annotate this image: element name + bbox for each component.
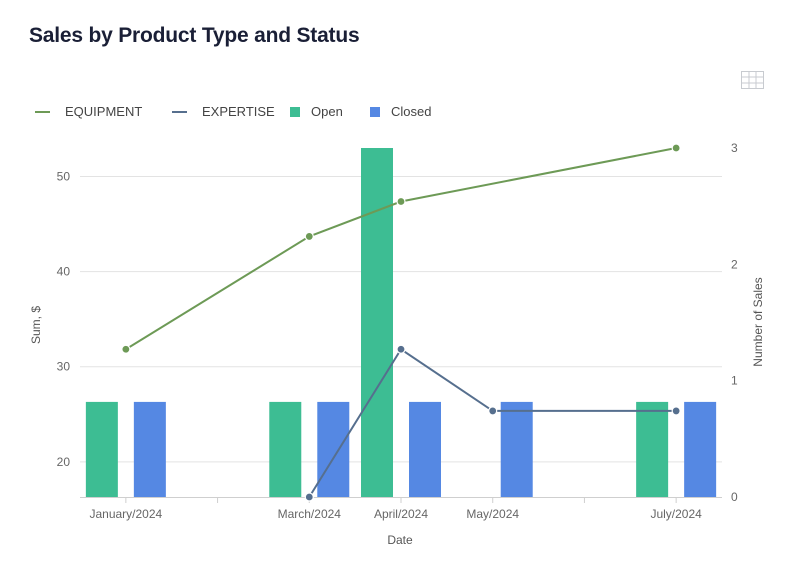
legend-label: Open [311, 104, 343, 119]
point-equipment[interactable] [304, 231, 314, 242]
table-grid-icon[interactable] [741, 71, 764, 89]
y2-tick-label: 1 [731, 374, 738, 388]
bar-open[interactable] [269, 401, 302, 497]
legend: EQUIPMENT EXPERTISE Open Closed [35, 104, 431, 119]
x-tick-label: January/2024 [89, 507, 162, 521]
x-tick-label: March/2024 [278, 507, 342, 521]
y-tick-label: 20 [57, 455, 71, 469]
line-equipment [125, 147, 677, 351]
bar-closed[interactable] [409, 401, 441, 497]
chart-title: Sales by Product Type and Status [29, 24, 360, 47]
y-tick-label: 50 [57, 170, 71, 184]
legend-label: EXPERTISE [202, 104, 275, 119]
legend-square-swatch [370, 107, 380, 117]
x-tick-label: May/2024 [466, 507, 519, 521]
point-expertise[interactable] [488, 406, 498, 416]
bar-open[interactable] [361, 148, 393, 497]
y2-axis-title: Number of Sales [751, 277, 765, 366]
axes: 20 30 40 50 0 1 2 3 January/2024 March/2024 April/… [57, 141, 738, 521]
point-expertise[interactable] [671, 406, 681, 416]
legend-label: EQUIPMENT [65, 104, 142, 119]
point-equipment[interactable] [671, 143, 681, 153]
grid-lines [80, 176, 722, 463]
bars [85, 148, 717, 497]
y2-tick-label: 0 [731, 490, 738, 504]
y2-tick-label: 2 [731, 257, 738, 271]
point-expertise[interactable] [304, 492, 314, 502]
x-axis-title: Date [387, 533, 413, 547]
x-tick-label: July/2024 [650, 507, 702, 521]
point-equipment[interactable] [396, 196, 406, 207]
bar-closed[interactable] [684, 401, 717, 497]
legend-square-swatch [290, 107, 300, 117]
point-equipment[interactable] [121, 344, 131, 354]
y-tick-label: 40 [57, 265, 71, 279]
line-expertise [308, 347, 677, 498]
bar-closed[interactable] [317, 401, 350, 497]
bar-closed[interactable] [500, 401, 533, 497]
x-tick-label: April/2024 [374, 507, 428, 521]
bar-open[interactable] [85, 401, 118, 497]
legend-item-equipment[interactable]: EQUIPMENT [35, 104, 142, 119]
y2-tick-label: 3 [731, 141, 738, 155]
bar-closed[interactable] [133, 401, 166, 497]
point-expertise[interactable] [396, 344, 406, 354]
legend-item-closed[interactable]: Closed [370, 104, 431, 119]
series-lines [121, 143, 681, 502]
legend-label: Closed [391, 104, 431, 119]
y-tick-label: 30 [57, 360, 71, 374]
legend-item-open[interactable]: Open [290, 104, 343, 119]
y-axis-title: Sum, $ [29, 306, 43, 344]
bar-open[interactable] [636, 401, 669, 497]
legend-item-expertise[interactable]: EXPERTISE [172, 104, 275, 119]
